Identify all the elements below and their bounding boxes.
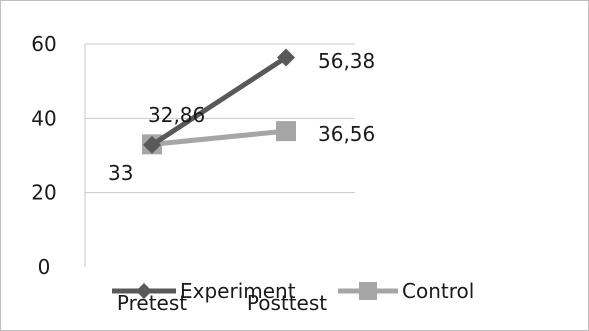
- data-labels: 32,86 56,38 33 36,56: [108, 49, 375, 185]
- square-marker: [276, 121, 296, 142]
- y-tick-label: 60: [31, 32, 56, 56]
- legend: Experiment Control: [112, 279, 474, 303]
- data-label: 32,86: [148, 103, 205, 127]
- data-label: 56,38: [318, 49, 375, 73]
- legend-label: Experiment: [180, 279, 296, 303]
- series-layer: [142, 48, 296, 155]
- x-category-label: Posttest: [247, 291, 327, 315]
- gridlines: [84, 43, 355, 267]
- y-tick-label: 20: [31, 181, 56, 205]
- y-tick-label: 0: [38, 255, 51, 279]
- diamond-marker: [277, 48, 295, 67]
- x-axis-categories: Pretest Posttest: [117, 291, 327, 315]
- series-experiment: [143, 48, 295, 154]
- legend-item-control: Control: [338, 279, 474, 303]
- data-label: 36,56: [318, 122, 375, 146]
- y-tick-label: 40: [31, 106, 56, 130]
- series-line: [151, 128, 287, 147]
- data-label: 33: [108, 161, 133, 185]
- legend-label: Control: [402, 279, 474, 303]
- diamond-marker: [143, 135, 161, 154]
- diamond-marker: [136, 283, 152, 299]
- square-marker: [359, 282, 377, 300]
- y-axis-ticks: 0 20 40 60: [31, 32, 56, 279]
- legend-item-experiment: Experiment: [112, 279, 296, 303]
- x-category-label: Pretest: [117, 291, 187, 315]
- series-line: [150, 55, 288, 147]
